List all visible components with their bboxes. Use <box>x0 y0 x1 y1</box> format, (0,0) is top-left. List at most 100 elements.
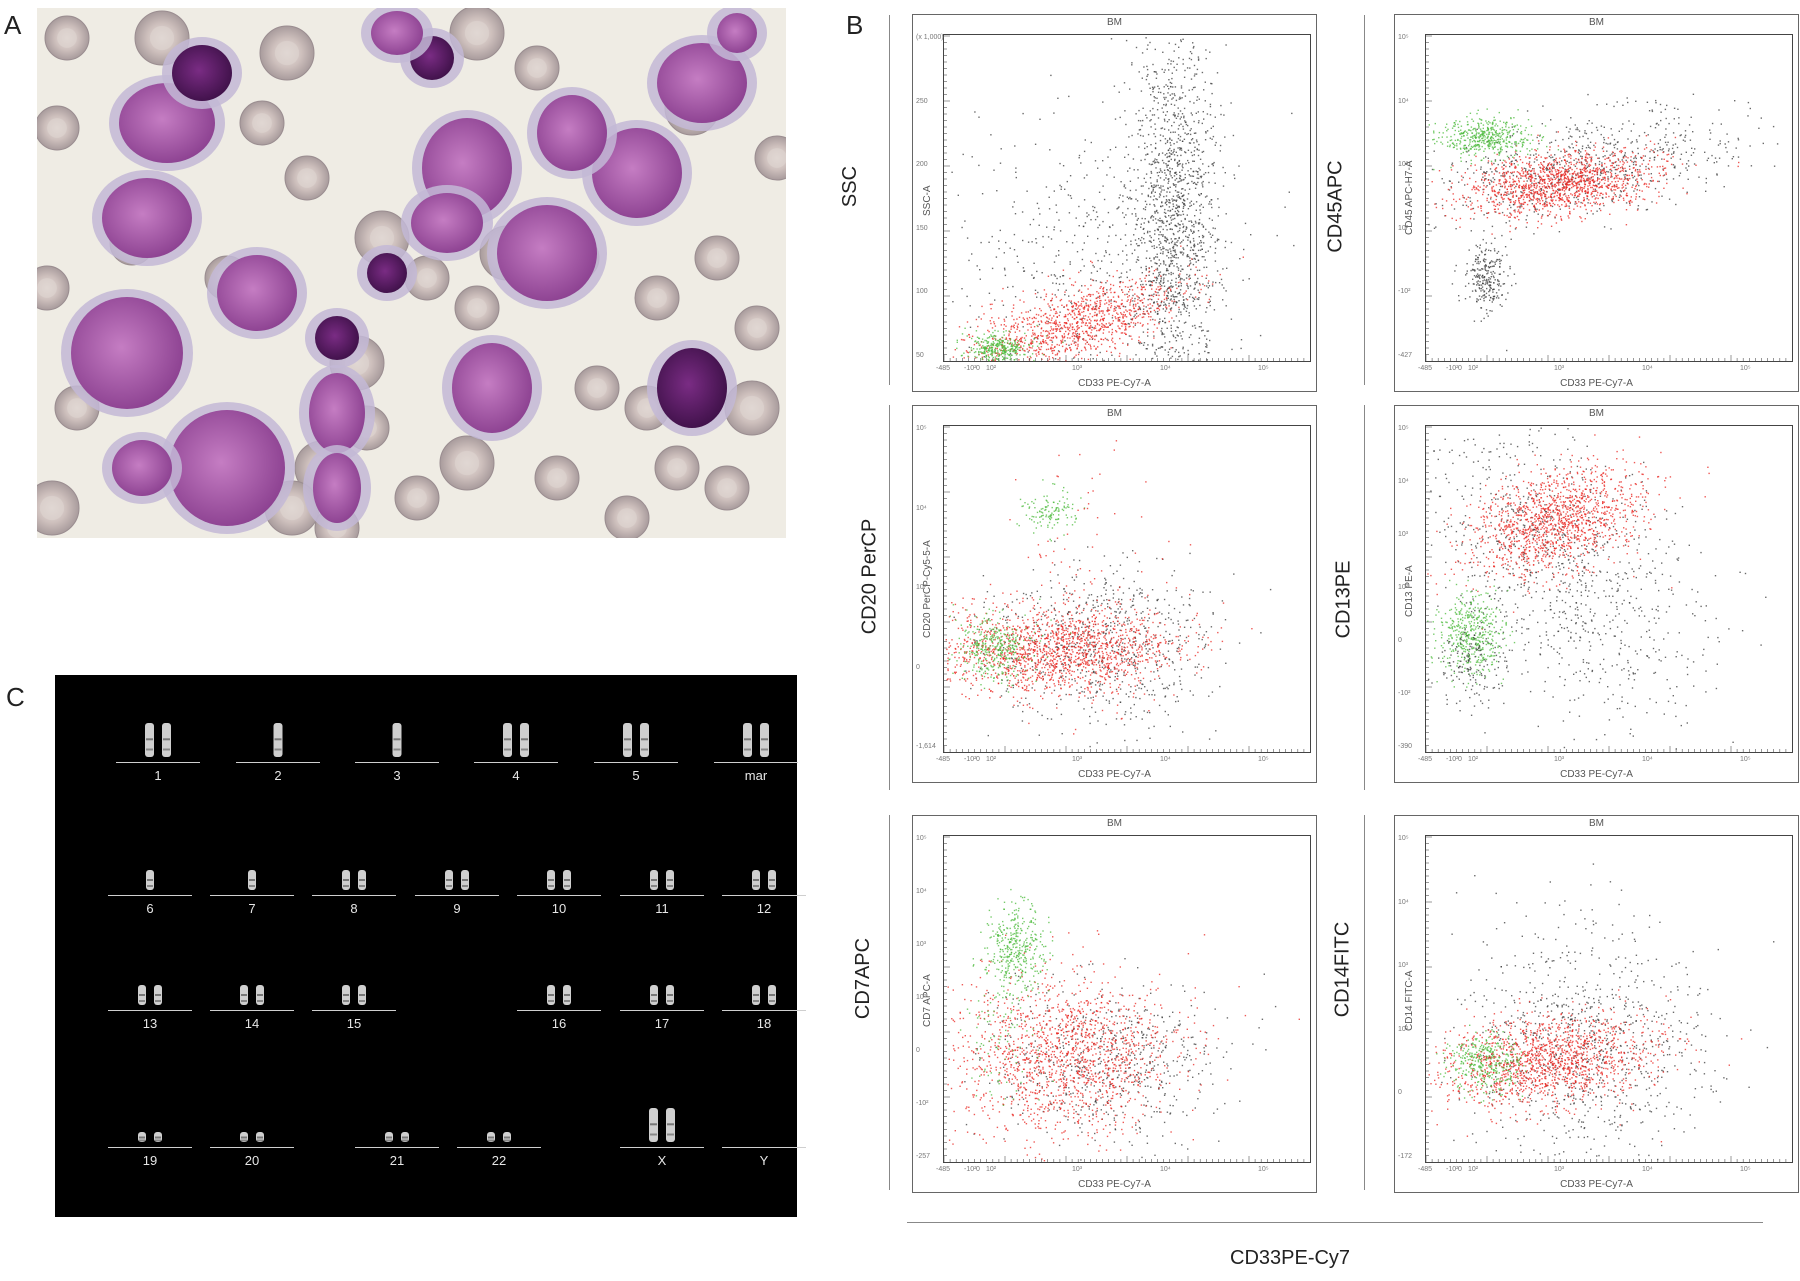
y-tick-label: 100 <box>916 288 928 296</box>
y-tick-label: 0 <box>916 663 920 671</box>
chromosome-label: 14 <box>244 1016 260 1031</box>
chromosome-baseline <box>210 1010 294 1011</box>
y-tick-label: 250 <box>916 97 928 105</box>
x-tick-label: 10⁴ <box>1160 1166 1171 1173</box>
chromosome-label: 20 <box>244 1153 260 1168</box>
x-tick-label: -485 <box>936 365 951 372</box>
panel-label-c: C <box>6 682 25 712</box>
x-tick-label: -485 <box>1418 756 1433 763</box>
ylabel-cd13: CD13PE <box>1332 560 1355 639</box>
x-tick-label: 10⁵ <box>1258 365 1269 372</box>
y-tick-label: 10⁵ <box>1398 425 1409 432</box>
ylabel-cd7: CD7APC <box>852 937 875 1020</box>
y-tick-label: -10² <box>1398 288 1411 296</box>
y-tick-label: 10⁵ <box>916 835 927 842</box>
x-axis-name: CD33 PE-Cy7-A <box>1560 378 1633 389</box>
chromosome-baseline <box>722 1147 806 1148</box>
ylabel-cd20: CD20 PerCP <box>858 518 881 635</box>
chromosome-baseline <box>415 895 499 896</box>
chromosome-label: 22 <box>491 1153 507 1168</box>
chromosome-label: 11 <box>655 901 669 916</box>
x-tick-label: 10² <box>1468 1166 1479 1173</box>
chromosome-label: 4 <box>512 768 520 783</box>
flow-plot: BM CD33 PE-Cy7-A CD7 APC-A -485 -10² 0 10² 10³ 1… <box>912 815 1317 1197</box>
chromosome-label: 2 <box>274 768 282 783</box>
chromosome-baseline <box>312 1010 396 1011</box>
plot-title: BM <box>1107 17 1122 28</box>
y-axis-name: CD14 FITC-A <box>1404 970 1415 1032</box>
chromosome-label: 1 <box>154 768 162 783</box>
x-tick-label: 10⁵ <box>1740 1166 1751 1173</box>
divider-line <box>1364 815 1365 1190</box>
plot-title: BM <box>1589 818 1604 829</box>
y-tick-label: 0 <box>916 1047 920 1054</box>
y-tick-label: 10² <box>916 994 927 1001</box>
flow-plot-canvas <box>1394 815 1799 1193</box>
chromosome-baseline <box>714 762 798 763</box>
chromosome-baseline <box>116 762 200 763</box>
x-tick-label: -485 <box>936 756 951 763</box>
y-tick-label: 10⁴ <box>1398 898 1409 906</box>
chromosome-label: 12 <box>756 901 772 916</box>
y-tick-label: -390 <box>1398 743 1413 750</box>
y-tick-label: -1,614 <box>916 743 936 750</box>
y-tick-label: 10² <box>1398 1025 1409 1033</box>
chromosome-baseline <box>312 895 396 896</box>
x-tick-label: -10² <box>1446 756 1459 763</box>
y-tick-label: -172 <box>1398 1153 1413 1160</box>
panel-label-a: A <box>4 10 22 40</box>
shared-x-label: CD33PE-Cy7 <box>1230 1247 1351 1269</box>
x-tick-label: 10⁵ <box>1740 756 1751 763</box>
y-tick-label: 10³ <box>916 584 927 591</box>
divider-line <box>889 405 890 790</box>
chromosome-label: 9 <box>453 901 461 916</box>
x-tick-label: 10² <box>1468 365 1479 372</box>
x-tick-label: 10⁴ <box>1642 1166 1653 1173</box>
x-tick-label: 10⁵ <box>1740 365 1751 372</box>
chromosome-label: 6 <box>146 901 154 916</box>
y-tick-label: -10² <box>916 1100 929 1107</box>
x-axis-name: CD33 PE-Cy7-A <box>1560 1179 1633 1190</box>
chromosome-baseline <box>722 895 806 896</box>
x-tick-label: 0 <box>1458 756 1462 763</box>
divider-line <box>889 15 890 385</box>
flow-plot: BM CD33 PE-Cy7-A CD20 PerCP-Cy5-5-A -485 -10… <box>912 405 1317 787</box>
y-tick-label: -257 <box>916 1153 931 1160</box>
x-tick-label: 10² <box>986 365 997 372</box>
flow-plot-canvas <box>1394 405 1799 783</box>
plot-title: BM <box>1589 408 1604 419</box>
chromosome-label: Y <box>759 1153 769 1168</box>
chromosome-label: 10 <box>551 901 567 916</box>
flow-plot: BM CD33 PE-Cy7-A CD13 PE-A -485 -10² 0 10² 10³ 1… <box>1394 405 1799 787</box>
chromosome-baseline <box>474 762 558 763</box>
chromosome-label: X <box>657 1153 667 1168</box>
x-tick-label: 10² <box>986 1166 997 1173</box>
x-tick-label: 0 <box>1458 1166 1462 1173</box>
chromosome-baseline <box>355 1147 439 1148</box>
x-tick-label: 10³ <box>1554 365 1565 372</box>
chromosome-baseline <box>620 1147 704 1148</box>
plot-title: BM <box>1107 818 1122 829</box>
y-tick-label: 50 <box>916 352 924 359</box>
chromosome-baseline <box>517 1010 601 1011</box>
x-tick-label: -10² <box>964 756 977 763</box>
ylabel-cd14: CD14FITC <box>1331 921 1354 1018</box>
y-tick-label: 10⁴ <box>1398 97 1409 105</box>
chromosome-baseline <box>108 1147 192 1148</box>
divider-line <box>1364 405 1365 790</box>
flow-plot: BM CD33 PE-Cy7-A SSC-A -485 -10² 0 10² 10³ 10⁴ 10… <box>912 14 1317 396</box>
chromosome-baseline <box>620 895 704 896</box>
chromosome-label: 5 <box>632 768 640 783</box>
x-tick-label: 10³ <box>1072 756 1083 763</box>
chromosome-baseline <box>722 1010 806 1011</box>
chromosome-label: 8 <box>350 901 358 916</box>
ylabel-cd45: CD45APC <box>1324 160 1347 253</box>
x-tick-label: 0 <box>1458 365 1462 372</box>
flow-plot: BM CD33 PE-Cy7-A CD45 APC-H7-A -485 -10² 0 10²… <box>1394 14 1799 396</box>
plot-title: BM <box>1107 408 1122 419</box>
x-tick-label: 0 <box>976 365 980 372</box>
y-tick-label: 10³ <box>1398 531 1409 538</box>
chromosome-baseline <box>108 1010 192 1011</box>
y-tick-label: -10² <box>1398 690 1411 697</box>
chromosome-label: 18 <box>756 1016 772 1031</box>
